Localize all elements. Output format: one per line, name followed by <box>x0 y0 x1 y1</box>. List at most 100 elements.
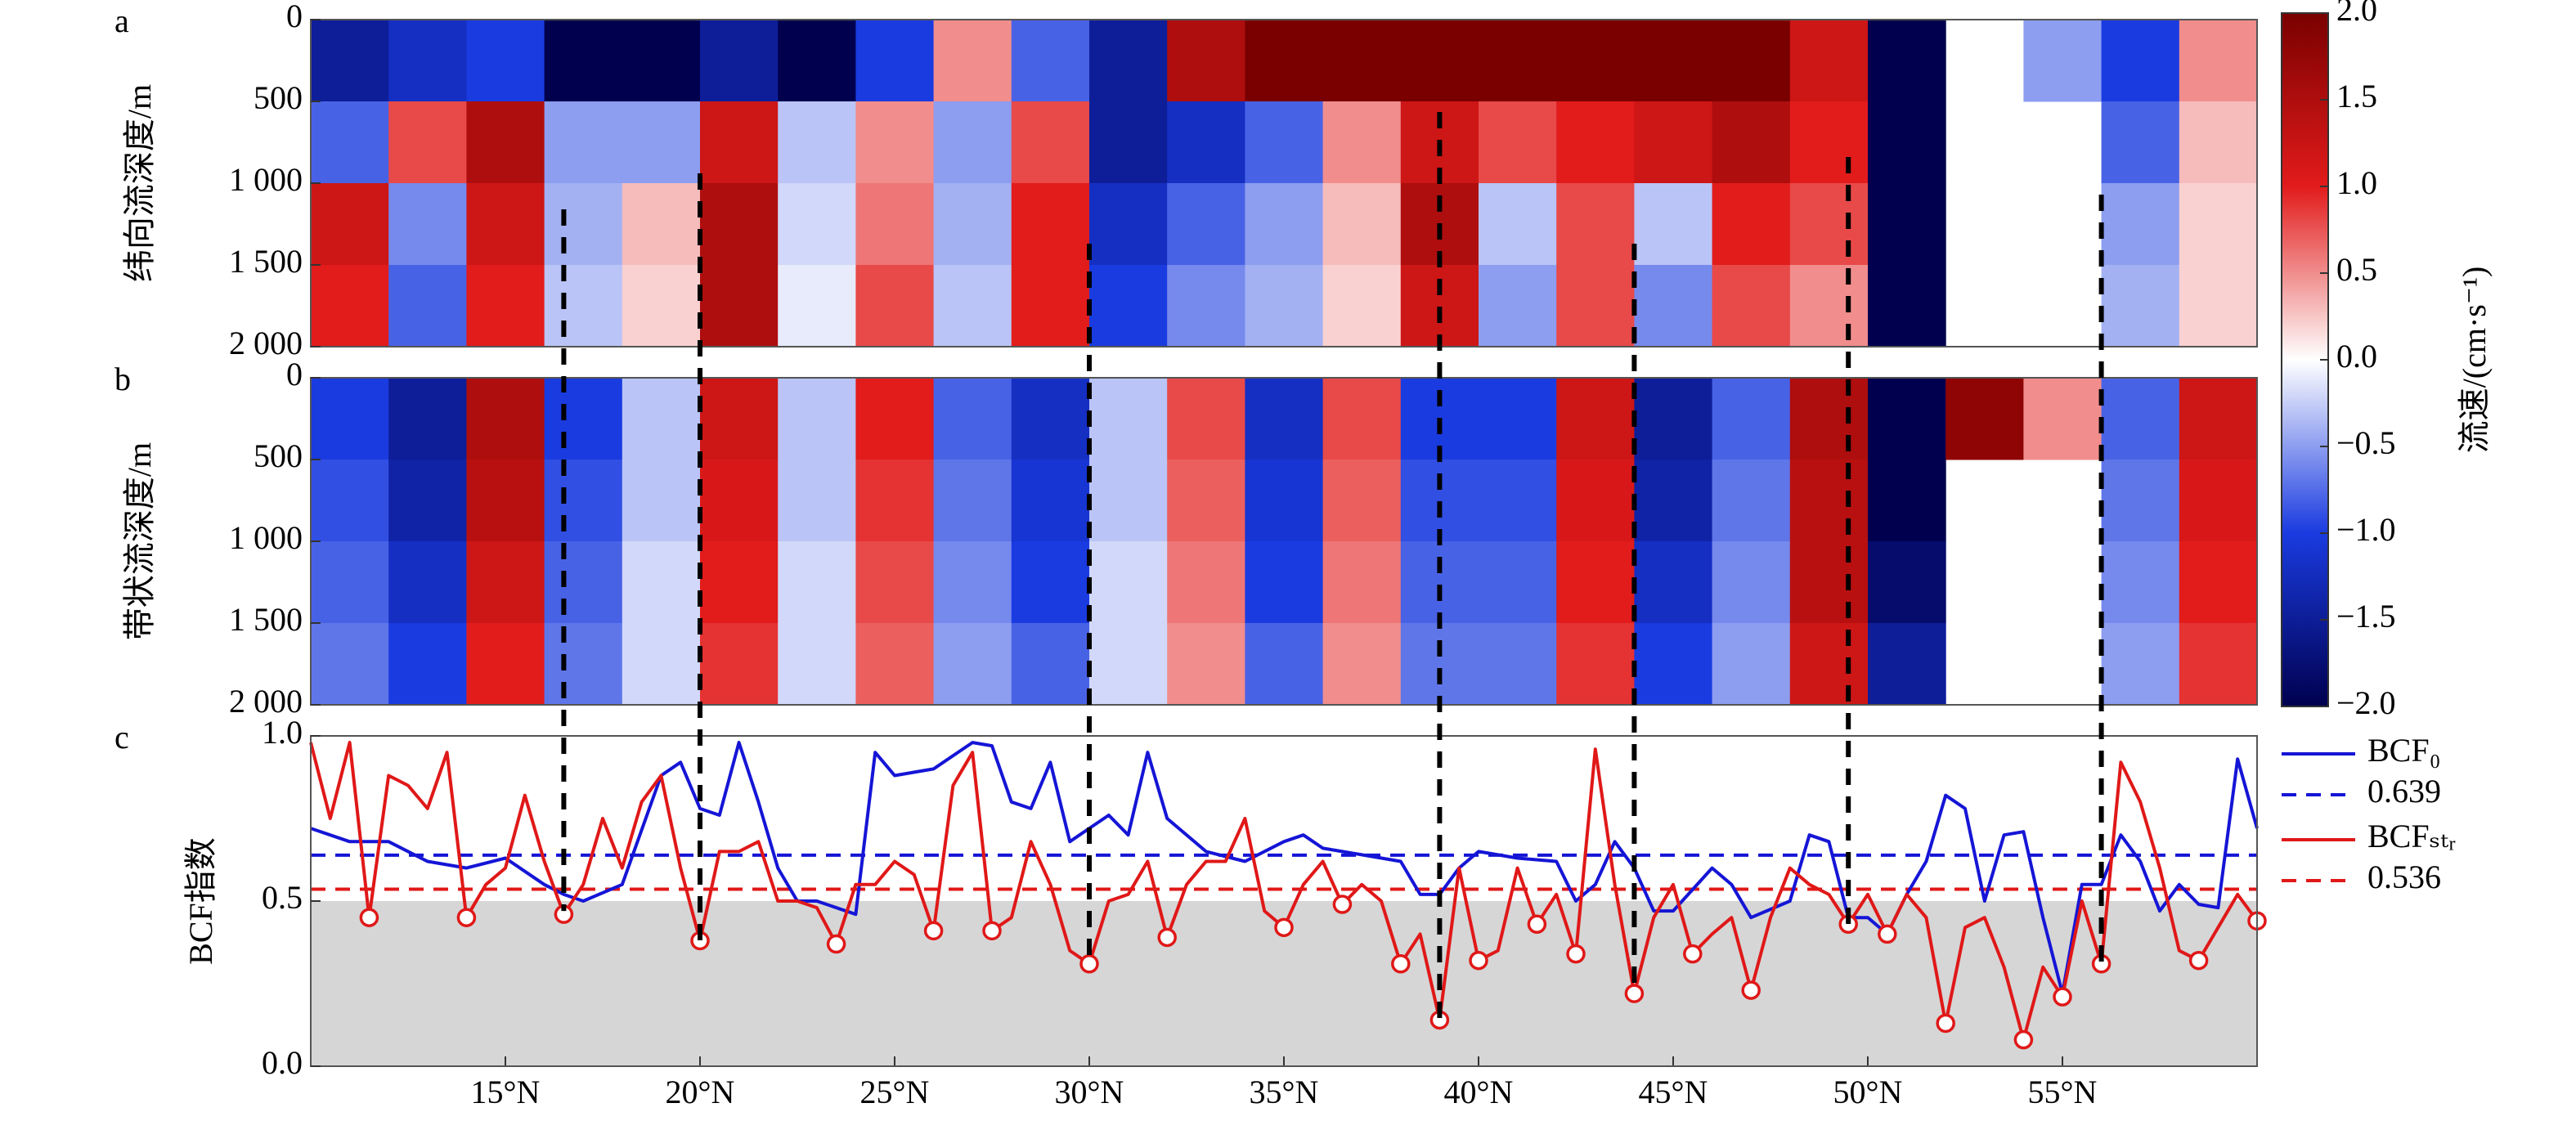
heatmap-cell <box>1167 623 1245 706</box>
heatmap-cell <box>933 541 1012 624</box>
heatmap-cell <box>933 183 1012 266</box>
y-tick-label: 1 500 <box>229 243 303 280</box>
heatmap-cell <box>1245 541 1324 624</box>
heatmap-cell <box>1167 183 1245 266</box>
minimum-marker <box>1274 917 1294 938</box>
heatmap-cell <box>1868 20 1946 102</box>
heatmap-cell <box>2179 101 2258 184</box>
heatmap-cell <box>700 183 779 266</box>
x-tick-label: 55°N <box>2028 1074 2098 1110</box>
heatmap-cell <box>700 101 779 184</box>
heatmap-cell <box>1712 20 1791 102</box>
heatmap-cell <box>1634 183 1713 266</box>
heatmap-cell <box>1634 623 1713 706</box>
heatmap-cell <box>1556 183 1635 266</box>
heatmap-cell <box>1011 378 1090 460</box>
heatmap-cell <box>1789 265 1869 348</box>
heatmap-cell <box>1322 265 1402 348</box>
heatmap-cell <box>388 183 467 266</box>
minimum-marker <box>1878 924 1897 944</box>
heatmap-cell <box>1400 265 1479 348</box>
heatmap-cell <box>1322 378 1402 460</box>
heatmap-cell <box>622 541 701 624</box>
legend: BCF₀ 0.639 BCFₛₜᵣ 0.536 <box>2282 732 2456 895</box>
minimum-marker <box>1391 954 1411 974</box>
minimum-marker <box>2053 987 2072 1007</box>
heatmap-cell <box>778 378 856 460</box>
heatmap-cell <box>311 541 389 624</box>
heatmap-cell <box>1479 183 1557 266</box>
heatmap-cell <box>778 460 856 542</box>
heatmap-cell <box>1167 101 1245 184</box>
heatmap-cell <box>1868 378 1946 460</box>
heatmap-cell <box>544 460 623 542</box>
heatmap-cell <box>388 265 467 348</box>
heatmap-cell <box>855 183 935 266</box>
series-line <box>310 741 2259 996</box>
minimum-marker <box>1527 914 1547 935</box>
heatmap-cell <box>1089 183 1168 266</box>
heatmap-cell <box>855 378 935 460</box>
heatmap-cell <box>544 20 623 102</box>
heatmap-cell <box>311 460 389 542</box>
y-axis-label: 纬向流深度/m <box>121 84 158 282</box>
colorbar-tick-label: 1.5 <box>2336 78 2377 114</box>
heatmap-cell <box>1634 20 1713 102</box>
heatmap-cell <box>1011 623 1090 706</box>
heatmap-cell <box>933 101 1012 184</box>
colorbar-tick-label: −1.5 <box>2336 598 2396 634</box>
heatmap-cell <box>388 20 467 102</box>
heatmap-cell <box>2023 378 2103 460</box>
y-tick-label: 1.0 <box>262 714 303 751</box>
heatmap-cell <box>1245 101 1324 184</box>
x-tick-label: 45°N <box>1639 1074 1708 1110</box>
heatmap-cell <box>933 265 1012 348</box>
heatmap-cell <box>388 101 467 184</box>
heatmap-cell <box>1789 623 1869 706</box>
heatmap-cell <box>933 460 1012 542</box>
heatmap-cell <box>1167 378 1245 460</box>
heatmap-cell <box>1245 623 1324 706</box>
heatmap-cell <box>1322 460 1402 542</box>
y-tick-label: 2 000 <box>229 325 303 361</box>
heatmap-cell <box>1556 460 1635 542</box>
heatmap-cell <box>2179 541 2258 624</box>
panel: c BCF指数 15°N 20°N 25°N 30°N 35°N 40°N 45°N 50°N 55… <box>114 714 2267 1110</box>
panel: b 带状流深度/m 0 500 1 000 1 500 2 000 <box>114 356 2258 720</box>
heatmap-cell <box>311 20 389 102</box>
heatmap-cell <box>1245 265 1324 348</box>
colorbar-tick-label: −1.0 <box>2336 511 2396 548</box>
heatmap-cell <box>466 541 545 624</box>
heatmap-cell <box>388 541 467 624</box>
x-tick-label: 30°N <box>1055 1074 1124 1110</box>
heatmap-cell <box>544 623 623 706</box>
heatmap-cell <box>1089 101 1168 184</box>
heatmap-cell <box>1089 623 1168 706</box>
heatmap-cell <box>1479 101 1557 184</box>
heatmap-cell <box>2179 265 2258 348</box>
heatmap-cell <box>1789 378 1869 460</box>
heatmap-cell <box>466 183 545 266</box>
legend-label: 0.536 <box>2367 859 2441 895</box>
minimum-marker <box>982 921 1002 941</box>
heatmap-cell <box>1634 378 1713 460</box>
minimum-marker <box>1683 944 1703 964</box>
y-axis-label: BCF指数 <box>182 837 219 965</box>
heatmap-cell <box>778 183 856 266</box>
heatmap-cell <box>311 265 389 348</box>
heatmap-cell <box>1322 101 1402 184</box>
heatmap-cell <box>2101 20 2180 102</box>
y-tick-label: 1 500 <box>229 601 303 638</box>
heatmap-cell <box>1634 541 1713 624</box>
minimum-marker <box>359 908 379 927</box>
heatmap-cell <box>1167 265 1245 348</box>
heatmap-cell <box>1712 623 1791 706</box>
heatmap-cell <box>466 623 545 706</box>
heatmap-cell <box>1011 541 1090 624</box>
heatmap-cell <box>544 265 623 348</box>
heatmap-cell <box>778 623 856 706</box>
x-tick-label: 35°N <box>1250 1074 1319 1110</box>
panel-label: b <box>114 361 131 397</box>
heatmap-cell <box>622 20 701 102</box>
y-tick-label: 500 <box>254 79 303 116</box>
